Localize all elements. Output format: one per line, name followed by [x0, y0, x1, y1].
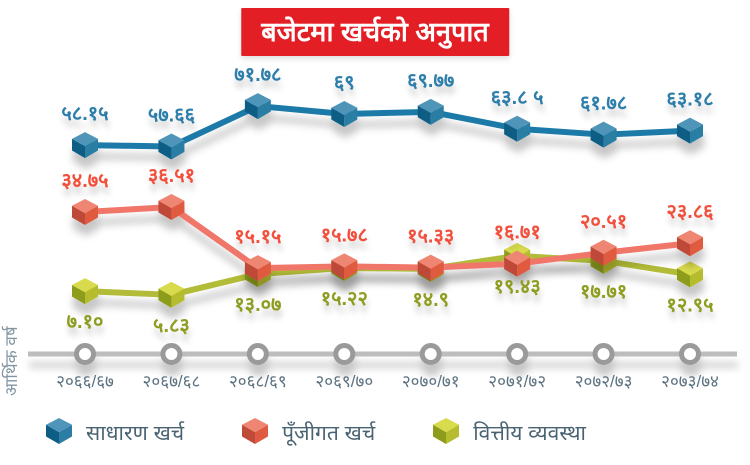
- x-tick-label: २०७०/७१: [402, 372, 460, 391]
- data-label: ७१.७८: [234, 64, 281, 86]
- timeline-ring: [74, 343, 96, 365]
- data-label: ६३.१८: [666, 89, 713, 111]
- series-data-labels-0: ५८.१५ ५७.६६ ७१.७८ ६९ ६९.७७ ६३.८ ५ ६१.७८ ६३.१८: [61, 64, 713, 126]
- x-tick-label: २०६७/६८: [143, 372, 201, 391]
- cube-marker: [677, 261, 704, 288]
- cube-marker: [417, 254, 444, 281]
- chart-title: बजेटमा खर्चको अनुपात: [241, 8, 509, 56]
- data-label: ६३.८ ५: [491, 87, 544, 109]
- series-line: [82, 103, 694, 150]
- x-tick-label: २०७२/७३: [575, 372, 633, 391]
- data-label: ३४.७५: [61, 170, 108, 192]
- cube-marker: [72, 132, 98, 159]
- legend: साधारण खर्च पूँजीगत खर्च वित्तीय व्यवस्थ…: [44, 416, 586, 450]
- data-label: ५७.६६: [148, 104, 196, 126]
- x-axis-tick-labels: २०६६/६७ २०६७/६८ २०६८/६९ २०६९/७० २०७०/७१ २०७१/…: [56, 372, 719, 391]
- cube-marker: [677, 230, 704, 257]
- legend-item-ordinary-expenditure: साधारण खर्च: [44, 416, 184, 450]
- legend-label: पूँजीगत खर्च: [282, 422, 376, 445]
- data-label: १५.३३: [407, 226, 454, 248]
- data-label: ६१.७८: [580, 93, 627, 115]
- data-label: २०.५१: [580, 211, 627, 233]
- timeline-ring: [246, 343, 269, 365]
- data-label: ५.८३: [153, 315, 190, 337]
- cube-marker: [158, 194, 185, 221]
- data-label: २३.८६: [666, 201, 714, 223]
- legend-item-capital-expenditure: पूँजीगत खर्च: [240, 416, 375, 450]
- series-line: [82, 204, 694, 272]
- timeline-ring: [592, 343, 615, 365]
- timeline-ring: [333, 343, 356, 365]
- data-label: ६९.७७: [407, 70, 454, 92]
- timeline-ring: [419, 343, 442, 365]
- cube-marker: [72, 278, 98, 305]
- legend-item-financial-arrangement: वित्तीय व्यवस्था: [431, 416, 586, 450]
- data-label: १५.७८: [321, 224, 368, 246]
- blue-cube-icon: [46, 418, 72, 444]
- cube-marker: [417, 98, 444, 125]
- cube-marker: [244, 93, 271, 120]
- series-0: [72, 93, 704, 160]
- data-label: ३६.५१: [148, 165, 195, 187]
- x-tick-label: २०६६/६७: [56, 372, 114, 391]
- legend-label: वित्तीय व्यवस्था: [473, 422, 586, 445]
- data-label: १४.९: [412, 289, 449, 311]
- x-tick-label: २०७३/७४: [661, 372, 719, 391]
- data-label: ६९: [334, 72, 355, 94]
- timeline-axis: [28, 343, 737, 365]
- timeline-ring: [506, 343, 529, 365]
- cube-marker: [331, 253, 358, 280]
- series-data-labels-2: ७.१० ५.८३ १३.०७ १५.२२ १४.९ १९.४३ १७.७१ १२.९५: [67, 276, 714, 337]
- cube-marker: [158, 281, 185, 308]
- data-label: १३.०७: [234, 294, 281, 316]
- x-tick-label: २०७१/७२: [488, 372, 546, 391]
- series-data-labels-1: ३४.७५ ३६.५१ १५.१५ १५.७८ १५.३३ १६.७१ २०.५१ २३.८६: [61, 165, 714, 248]
- data-label: १५.२२: [321, 288, 368, 310]
- cube-marker: [331, 101, 358, 128]
- series-1: [72, 194, 704, 282]
- data-label: १९.४३: [494, 276, 541, 298]
- red-cube-icon: [242, 418, 269, 444]
- x-tick-label: २०६९/७०: [315, 372, 373, 391]
- cube-marker: [158, 133, 185, 160]
- data-label: ५८.१५: [61, 103, 108, 125]
- legend-label: साधारण खर्च: [86, 422, 185, 445]
- cube-marker: [590, 239, 617, 266]
- timeline-ring: [679, 343, 702, 365]
- data-label: १६.७१: [494, 222, 541, 244]
- axis-label-fiscal-year: आर्थिक वर्ष: [1, 325, 21, 396]
- data-label: १२.९५: [666, 294, 713, 316]
- green-cube-icon: [433, 418, 460, 444]
- cube-marker: [504, 250, 531, 277]
- data-label: १५.१५: [234, 226, 281, 248]
- cube-marker: [72, 199, 98, 226]
- x-tick-label: २०६८/६९: [229, 372, 287, 391]
- cube-marker: [504, 115, 531, 142]
- line-chart: २०६६/६७ २०६७/६८ २०६८/६९ २०६९/७० २०७०/७१ २०७१/…: [1, 64, 737, 396]
- cube-marker: [590, 121, 617, 148]
- cube-marker: [677, 117, 704, 144]
- data-label: १७.७१: [580, 281, 627, 303]
- data-label: ७.१०: [67, 311, 104, 333]
- cube-marker: [244, 255, 271, 282]
- timeline-ring: [160, 343, 183, 365]
